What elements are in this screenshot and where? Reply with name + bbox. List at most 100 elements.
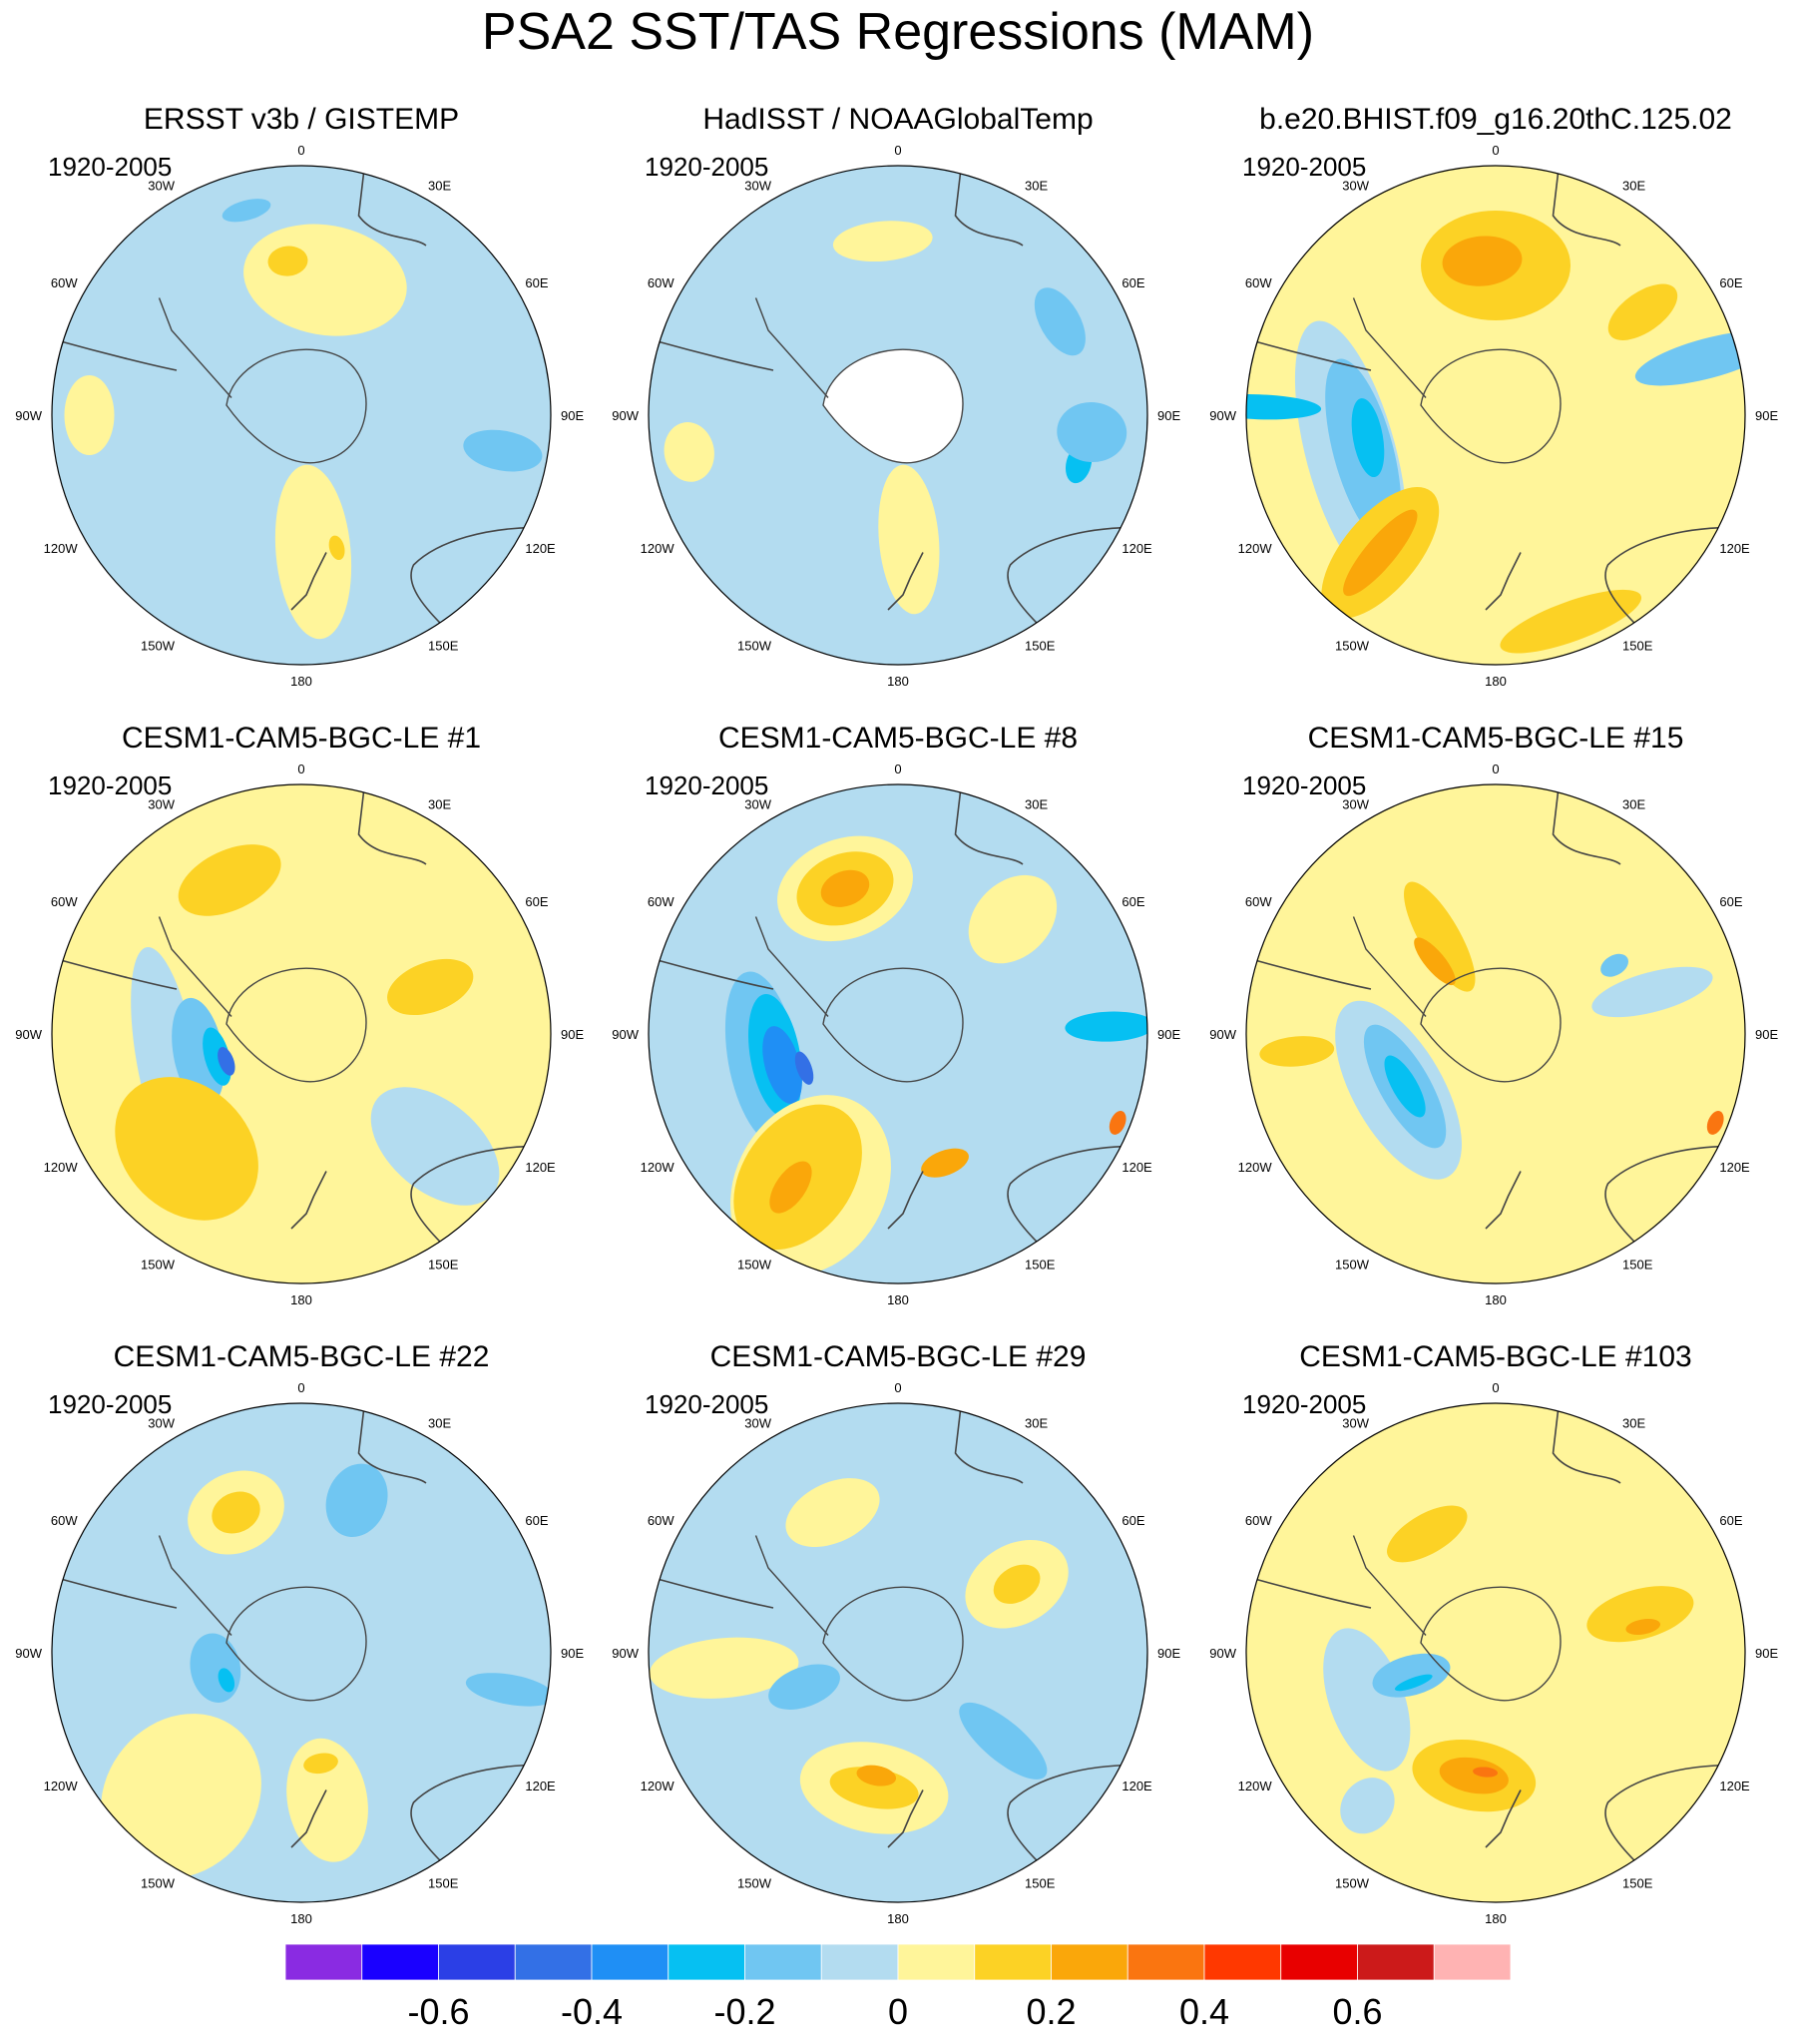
colorbar-tick-label: -0.4 [561, 1991, 623, 2032]
colorbar-tick-label: 0 [888, 1991, 908, 2032]
longitude-label: 120W [1238, 541, 1273, 556]
antarctica-coastline [1420, 967, 1562, 1083]
anomaly-patch [465, 1673, 551, 1707]
new-zealand-coastline [290, 552, 327, 611]
longitude-label: 0 [894, 1380, 901, 1395]
longitude-label: 60E [1122, 894, 1144, 909]
longitude-label: 60E [525, 894, 548, 909]
polar-map: 0 30E 60E 90E 120E 150E 180 150W 120W 90W 60W 30W [612, 762, 1180, 1307]
longitude-label: 90W [15, 1027, 42, 1042]
anomaly-patch [1351, 398, 1385, 478]
longitude-label: 120W [44, 541, 79, 556]
longitude-label: 150E [1025, 1875, 1056, 1890]
antarctic-peninsula-coastline [158, 1535, 232, 1636]
anomaly-patch [325, 1463, 388, 1538]
polar-map: 0 30E 60E 90E 120E 150E 180 150W 120W 90W 60W 30W [15, 762, 584, 1307]
anomaly-patch [1259, 1036, 1335, 1067]
longitude-label: 60E [525, 275, 548, 290]
longitude-label: 60W [1245, 1513, 1272, 1528]
anomaly-patch [794, 1051, 814, 1085]
longitude-label: 30W [1342, 1416, 1369, 1431]
south-america-coastline [56, 1577, 178, 1609]
anomaly-patch [463, 429, 543, 472]
anomaly-patch [387, 958, 474, 1016]
colorbar-tick-label: 0.6 [1332, 1991, 1382, 2032]
south-america-coastline [1250, 339, 1372, 371]
map-background-field [52, 784, 551, 1283]
anomaly-patch [762, 1026, 802, 1104]
anomaly-patch [1439, 1757, 1509, 1794]
africa-coastline [954, 791, 1024, 865]
longitude-label: 120W [641, 1160, 675, 1175]
longitude-label: 0 [297, 143, 304, 158]
longitude-label: 60W [51, 894, 78, 909]
map-border [648, 1402, 1148, 1903]
new-zealand-coastline [1485, 1171, 1522, 1230]
longitude-label: 0 [894, 143, 901, 158]
anomaly-patch [1625, 1618, 1661, 1635]
anomaly-patch [1586, 1586, 1694, 1643]
panel-title: CESM1-CAM5-BGC-LE #1 [121, 722, 482, 755]
anomaly-patch [649, 1637, 799, 1699]
longitude-label: 30W [744, 179, 771, 194]
antarctica-coastline [1420, 1586, 1562, 1702]
period-label: 1920-2005 [645, 152, 769, 182]
antarctic-peninsula-coastline [1352, 916, 1427, 1017]
panel-title: CESM1-CAM5-BGC-LE #22 [113, 1340, 490, 1373]
period-label: 1920-2005 [1242, 152, 1367, 182]
longitude-label: 180 [1485, 1292, 1507, 1307]
longitude-label: 90E [1157, 408, 1180, 423]
antarctica-coastline [1420, 348, 1562, 464]
longitude-label: 150E [428, 1875, 459, 1890]
longitude-label: 60W [51, 275, 78, 290]
anomaly-patch [959, 1702, 1048, 1780]
longitude-label: 30W [148, 797, 175, 812]
anomaly-patch [1109, 1111, 1126, 1135]
polar-map: 0 30E 60E 90E 120E 150E 180 150W 120W 90W 60W 30W [612, 1380, 1180, 1926]
anomaly-patch [218, 1047, 235, 1076]
map-border [1245, 1402, 1746, 1903]
panel-title: CESM1-CAM5-BGC-LE #8 [717, 722, 1079, 755]
antarctic-peninsula-coastline [1352, 1535, 1427, 1636]
map-border [1245, 165, 1746, 666]
longitude-label: 120E [525, 541, 556, 556]
australia-coastline [410, 1764, 539, 1878]
period-label: 1920-2005 [1242, 1389, 1367, 1419]
longitude-label: 30E [1025, 1416, 1048, 1431]
longitude-label: 90W [612, 408, 639, 423]
longitude-label: 60E [1719, 894, 1742, 909]
panel-title: b.e20.BHIST.f09_g16.20thC.125.02 [1259, 103, 1732, 136]
anomaly-patch [178, 844, 281, 916]
africa-coastline [954, 173, 1024, 247]
longitude-label: 30E [1025, 797, 1048, 812]
longitude-label: 0 [1492, 143, 1499, 158]
map-background-field [1246, 784, 1745, 1283]
colorbar-tick-label: 0.2 [1026, 1991, 1076, 2032]
antarctica-coastline [822, 348, 964, 464]
anomaly-patch [212, 1491, 260, 1534]
new-zealand-coastline [887, 1171, 924, 1230]
south-america-coastline [653, 1577, 774, 1609]
antarctica-coastline [822, 1586, 964, 1702]
anomaly-patch [370, 1087, 500, 1206]
longitude-label: 0 [297, 762, 304, 776]
australia-coastline [1604, 1764, 1733, 1878]
south-america-coastline [1250, 958, 1372, 990]
south-america-coastline [56, 958, 178, 990]
antarctic-peninsula-coastline [754, 297, 829, 398]
polar-map: 0 30E 60E 90E 120E 150E 180 150W 120W 90W 60W 30W [1209, 143, 1778, 689]
colorbar-tick-label: -0.2 [713, 1991, 775, 2032]
australia-coastline [1007, 1145, 1135, 1260]
map-border [1245, 783, 1746, 1284]
panel-title: HadISST / NOAAGlobalTemp [702, 103, 1094, 136]
longitude-label: 60W [648, 1513, 674, 1528]
longitude-label: 120E [1122, 1779, 1152, 1793]
new-zealand-coastline [887, 1789, 924, 1848]
period-label: 1920-2005 [1242, 770, 1367, 800]
anomaly-patch [1387, 1505, 1468, 1563]
longitude-label: 30W [148, 1416, 175, 1431]
longitude-label: 150W [141, 1875, 176, 1890]
australia-coastline [1007, 1764, 1135, 1878]
longitude-label: 90E [561, 1027, 584, 1042]
australia-coastline [410, 526, 539, 641]
